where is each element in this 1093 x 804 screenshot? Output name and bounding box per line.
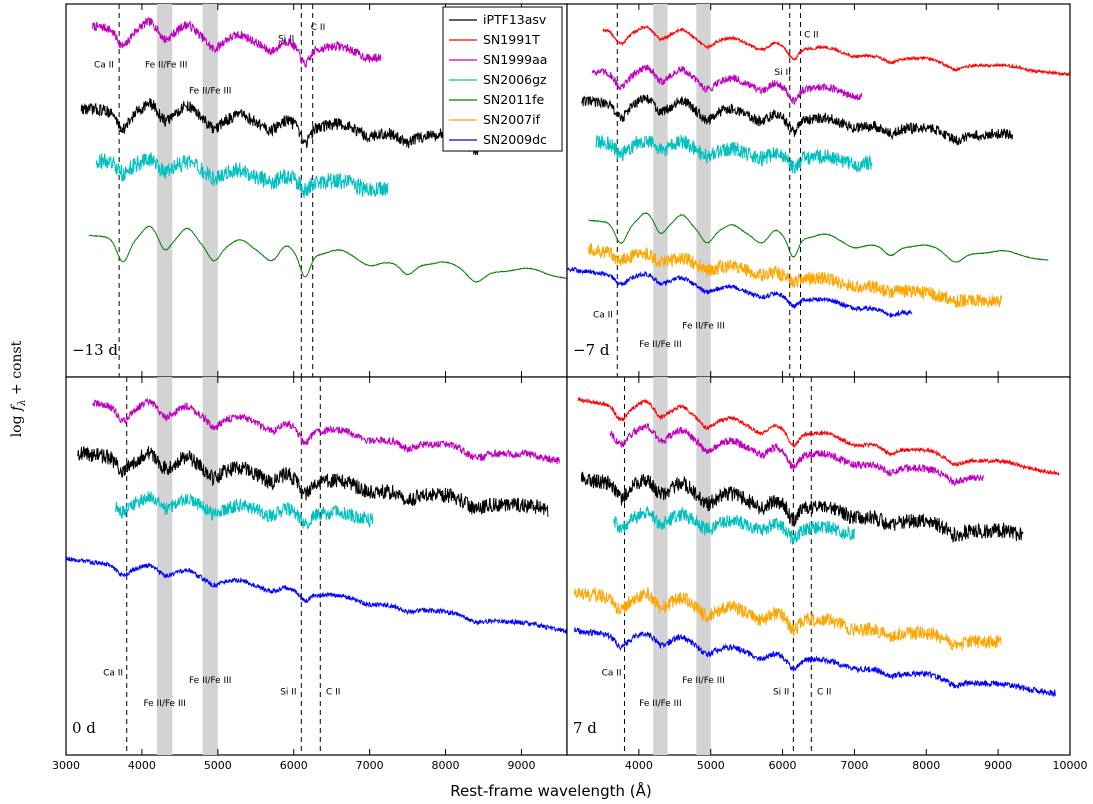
x-tick-label: 5000: [204, 759, 232, 772]
shaded-band: [696, 4, 711, 377]
line-label: Si II: [278, 34, 294, 44]
x-tick-label: 9000: [984, 759, 1012, 772]
spectrum-SN1991T: [577, 396, 1060, 476]
spectrum-SN2011fe: [588, 212, 1049, 263]
shaded-band: [202, 4, 218, 377]
legend-entry: iPTF13asv: [483, 12, 547, 27]
epoch-label: 7 d: [573, 719, 597, 737]
x-tick-label: 3000: [52, 759, 80, 772]
legend-entry: SN2006gz: [483, 72, 547, 87]
y-axis-label-f: f: [9, 403, 25, 412]
spectrum-iPTF13asv: [77, 445, 549, 517]
line-label: Ca II: [94, 60, 114, 70]
spectrum-iPTF13asv: [580, 471, 1024, 544]
x-tick-label: 8000: [432, 759, 460, 772]
line-label: Fe II/Fe III: [639, 340, 681, 350]
legend-entry: SN2009dc: [483, 132, 547, 147]
legend-frame: [442, 6, 563, 152]
x-axis-label: Rest-frame wavelength (Å): [450, 781, 651, 800]
spectrum-SN2009dc: [65, 556, 568, 634]
line-label: C II: [311, 23, 325, 33]
line-label: Fe II/Fe III: [682, 676, 724, 686]
line-label: Fe II/Fe III: [143, 699, 185, 709]
y-axis-label-log: log: [9, 415, 25, 437]
y-axis-label-const: + const: [9, 340, 25, 399]
epoch-label: 0 d: [72, 719, 96, 737]
line-label: Si II: [774, 68, 790, 78]
line-label: Ca II: [103, 669, 123, 679]
x-tick-label: 8000: [912, 759, 940, 772]
line-label: Fe II/Fe III: [189, 676, 231, 686]
legend-entry: SN2007if: [483, 112, 541, 127]
spectrum-SN2006gz: [613, 506, 855, 545]
line-label: Fe II/Fe III: [189, 87, 231, 97]
shaded-band: [157, 4, 173, 377]
line-label: Si II: [773, 688, 789, 698]
spectrum-SN1991T: [602, 24, 1071, 77]
x-tick-label: 6000: [280, 759, 308, 772]
spectrum-SN1999aa: [92, 16, 382, 68]
panel-7d: Ca II Fe II/Fe III Fe II/Fe III Si II C II 7 …: [566, 376, 1088, 772]
x-tick-label: 10000: [1053, 759, 1088, 772]
panel-0d: Ca II Fe II/Fe III Fe II/Fe III Si II C II 0 …: [52, 376, 568, 772]
x-tick-label: 5000: [697, 759, 725, 772]
shaded-band: [696, 377, 711, 755]
shaded-band: [653, 377, 668, 755]
line-label: Ca II: [602, 669, 622, 679]
x-tick-label: 9000: [507, 759, 535, 772]
panel-frame: [566, 376, 1071, 756]
x-tick-label: 6000: [769, 759, 797, 772]
legend-entry: SN1999aa: [483, 52, 547, 67]
legend: iPTF13asv SN1991T SN1999aa SN2006gz SN2011fe…: [442, 6, 563, 152]
shaded-band: [202, 377, 218, 755]
x-tick-label: 7000: [840, 759, 868, 772]
line-label: Ca II: [593, 310, 613, 320]
spectrum-SN2009dc: [573, 627, 1056, 698]
spectrum-iPTF13asv: [80, 98, 496, 156]
spectrum-SN2006gz: [114, 491, 374, 530]
legend-entry: SN2011fe: [483, 92, 544, 107]
panel-frame: [65, 376, 568, 756]
x-tick-label: 4000: [625, 759, 653, 772]
line-label: Fe II/Fe III: [682, 322, 724, 332]
x-tick-label: 7000: [356, 759, 384, 772]
spectrum-SN2007if: [573, 586, 1002, 651]
spectrum-SN2009dc: [566, 266, 913, 319]
line-label: Si II: [280, 688, 296, 698]
line-label: C II: [804, 31, 818, 41]
spectrum-SN2007if: [588, 242, 1003, 309]
spectrum-SN1999aa: [92, 397, 560, 465]
spectrum-SN1999aa: [591, 64, 863, 106]
epoch-label: −13 d: [72, 341, 118, 359]
panel-frame: [566, 3, 1071, 378]
line-label: C II: [817, 688, 831, 698]
epoch-label: −7 d: [573, 341, 610, 359]
y-axis-label-sub: λ: [17, 399, 28, 406]
legend-entry: SN1991T: [483, 32, 540, 47]
line-label: Fe II/Fe III: [639, 699, 681, 709]
spectrum-SN2006gz: [95, 152, 389, 199]
spectrum-SN1999aa: [609, 423, 984, 487]
spectrum-SN2011fe: [88, 225, 568, 283]
line-label: Fe II/Fe III: [145, 60, 187, 70]
spectrum-iPTF13asv: [581, 94, 1013, 146]
line-label: C II: [326, 688, 340, 698]
y-axis-label: log fλ + const: [9, 340, 28, 437]
shaded-band: [653, 4, 668, 377]
x-tick-label: 4000: [128, 759, 156, 772]
spectrum-SN2006gz: [595, 134, 873, 174]
